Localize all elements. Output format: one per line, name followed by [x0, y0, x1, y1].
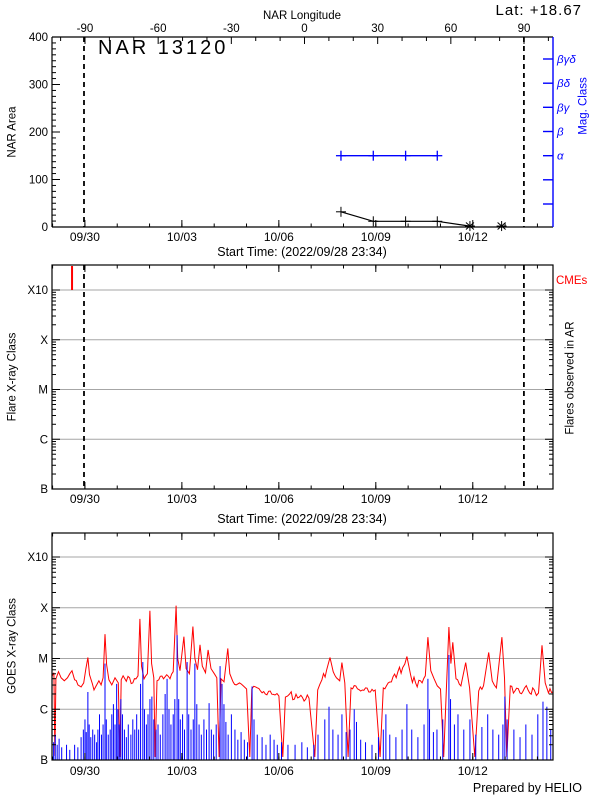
credit-label: Prepared by HELIO: [472, 781, 582, 795]
lon-tick-label: 30: [371, 23, 384, 35]
time-tick-label: 10/09: [361, 230, 391, 244]
time-tick-label: 10/12: [458, 492, 488, 506]
area-tick-label: 0: [42, 222, 48, 234]
panel3-frame: [51, 532, 554, 761]
xray-tick-label: M: [38, 385, 48, 397]
area-tick-label: 100: [29, 175, 48, 187]
mag-class-axis-title: Mag. Class: [577, 77, 590, 135]
goes-xray-axis-title: GOES X-ray Class: [6, 598, 19, 694]
area-tick-label: 200: [29, 127, 48, 139]
start-time-label-1: Start Time: (2022/09/28 23:34): [217, 245, 387, 259]
time-tick-label: 09/30: [70, 492, 100, 506]
xray-tick-label: C: [40, 704, 48, 716]
goes-long-series: [51, 605, 554, 758]
xray-tick-label: X: [40, 603, 48, 615]
time-tick-label: 10/03: [167, 492, 197, 506]
nar-area-axis-title: NAR Area: [6, 106, 19, 158]
mag-tick-label: βγ: [556, 102, 571, 114]
mag-tick-label: βγδ: [556, 54, 576, 66]
latitude-label: Lat: +18.67: [495, 2, 582, 19]
time-tick-label: 09/30: [70, 230, 100, 244]
lon-tick-label: 90: [518, 23, 531, 35]
xray-tick-label: B: [40, 484, 48, 496]
lon-tick-label: 60: [444, 23, 457, 35]
time-tick-label: 10/12: [458, 764, 488, 778]
longitude-axis-title: NAR Longitude: [263, 10, 341, 22]
cmes-label: CMEs: [556, 275, 588, 287]
time-tick-label: 10/09: [361, 764, 391, 778]
time-tick-label: 10/09: [361, 492, 391, 506]
area-tick-label: 400: [29, 32, 48, 44]
time-tick-label: 10/03: [167, 764, 197, 778]
time-tick-label: 10/06: [264, 764, 294, 778]
time-tick-label: 10/12: [458, 230, 488, 244]
page-title: NAR 13120: [98, 37, 229, 59]
xray-tick-label: C: [40, 434, 48, 446]
start-time-label-2: Start Time: (2022/09/28 23:34): [217, 512, 387, 526]
time-tick-label: 09/30: [70, 764, 100, 778]
lon-tick-label: -60: [150, 23, 167, 35]
flare-xray-axis-title: Flare X-ray Class: [6, 332, 19, 422]
xray-tick-label: M: [38, 654, 48, 666]
area-tick-label: 300: [29, 80, 48, 92]
xray-tick-label: B: [40, 755, 48, 767]
lon-tick-label: -30: [223, 23, 240, 35]
time-tick-label: 10/06: [264, 230, 294, 244]
xray-tick-label: X10: [28, 285, 48, 297]
mag-tick-label: βδ: [556, 78, 571, 90]
xray-tick-label: X10: [28, 552, 48, 564]
mag-tick-label: α: [557, 151, 564, 163]
time-tick-label: 10/03: [167, 230, 197, 244]
mag-tick-label: β: [556, 127, 564, 139]
xray-tick-label: X: [40, 335, 48, 347]
panel2-frame: [51, 264, 554, 490]
lon-tick-label: -90: [77, 23, 94, 35]
lon-tick-label: 0: [301, 23, 307, 35]
time-tick-label: 10/06: [264, 492, 294, 506]
flares-observed-label: Flares observed in AR: [564, 321, 577, 435]
